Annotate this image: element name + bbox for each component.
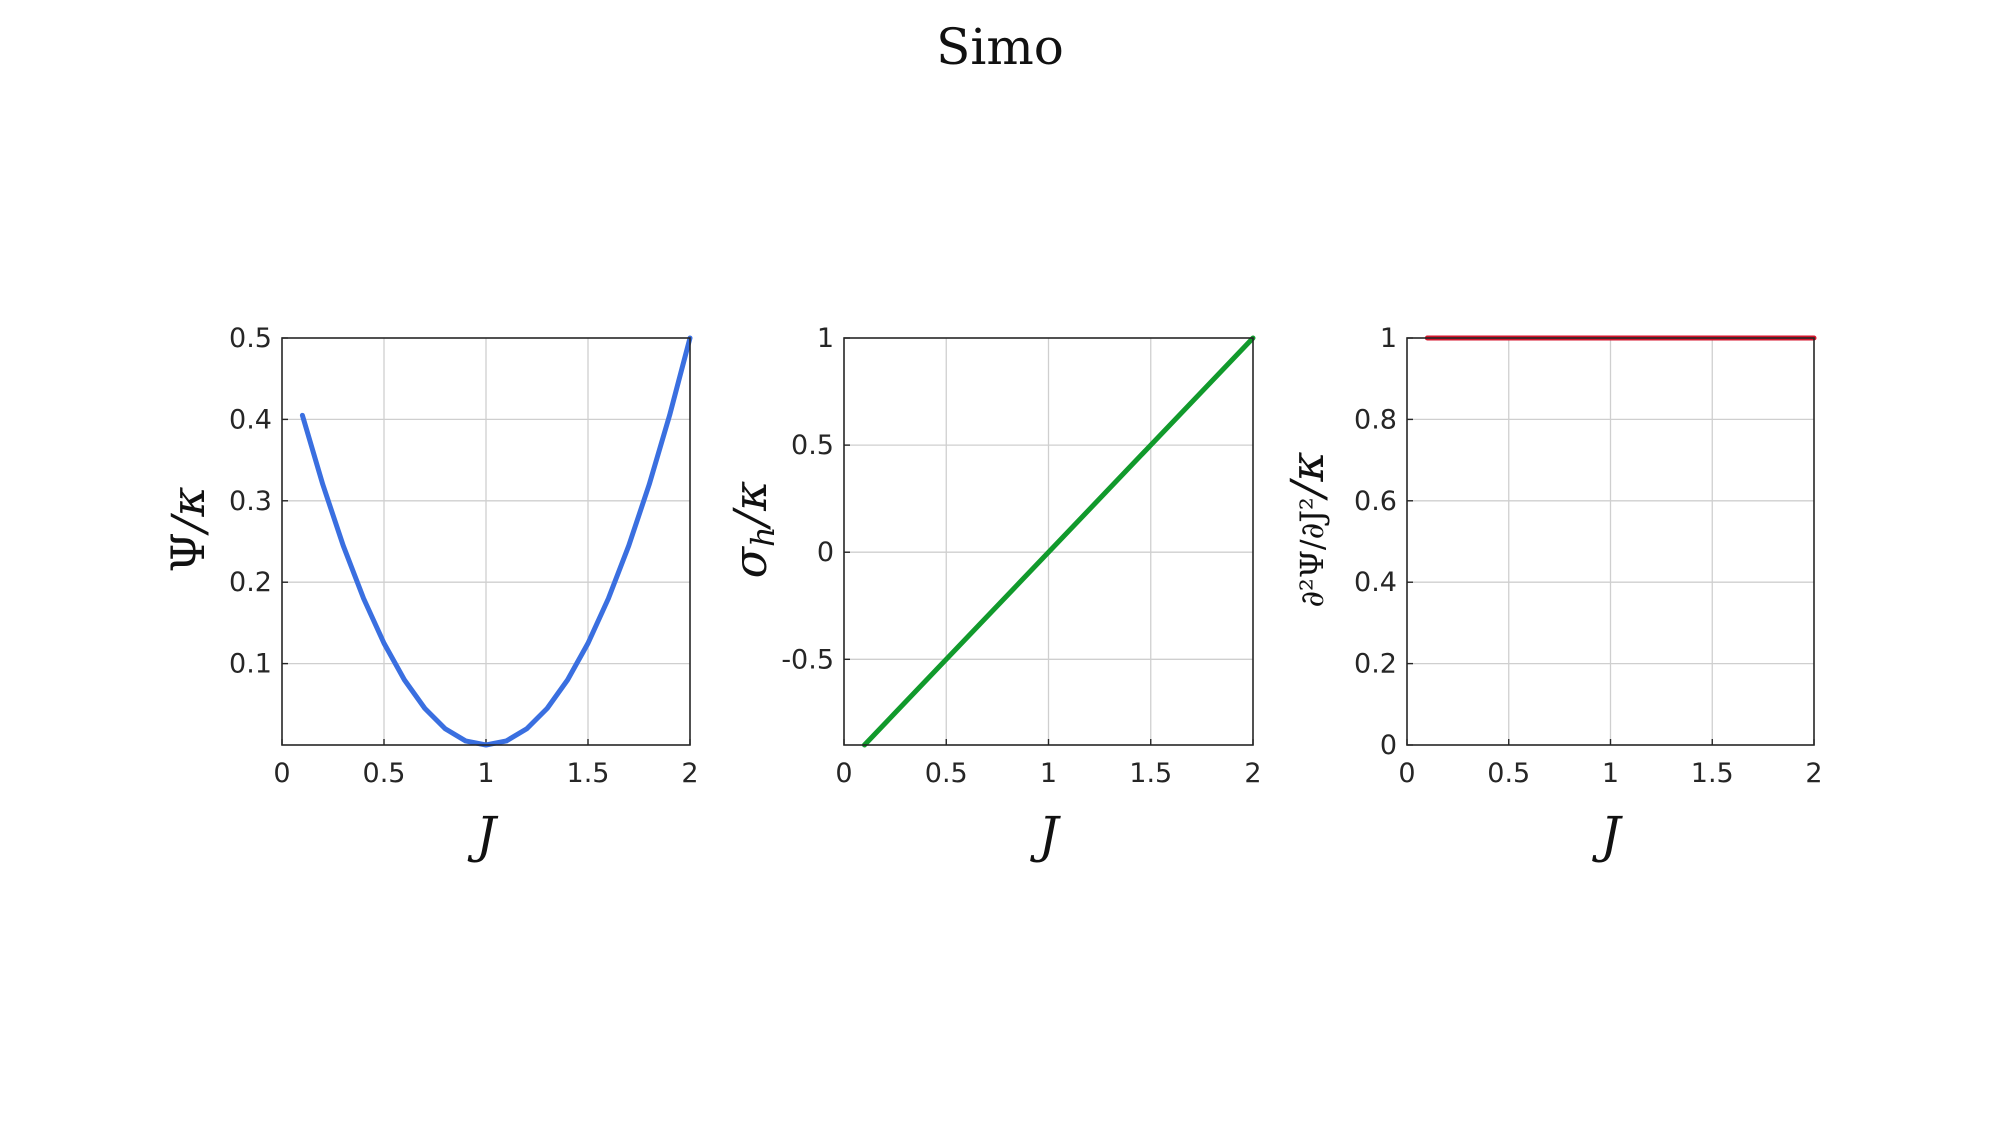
x-axis-label: J — [467, 806, 499, 864]
y-tick-label: 0.2 — [1354, 649, 1397, 680]
y-tick-label: 0.1 — [229, 649, 272, 680]
series-line — [299, 335, 693, 748]
axes-frame — [1406, 337, 1815, 746]
x-tick-label: 0.5 — [1487, 758, 1530, 789]
y-tick-label: 0.4 — [229, 404, 272, 435]
y-tick-label: 0.5 — [791, 430, 834, 461]
y-tick-label: 0.3 — [229, 486, 272, 517]
y-tick-label: 0 — [1380, 730, 1397, 761]
x-tick-label: 2 — [1244, 758, 1261, 789]
x-tick-label: 1.5 — [1691, 758, 1734, 789]
x-tick-label: 1 — [1602, 758, 1619, 789]
axes-frame — [843, 337, 1254, 746]
x-tick-label: 0.5 — [363, 758, 406, 789]
x-axis-label: J — [1029, 806, 1061, 864]
panel-potential: 0 0.5 1 1.5 2 0.1 0.2 0.3 0.4 0.5 J Ψ/κ — [161, 323, 699, 864]
series-line — [861, 335, 1256, 748]
y-tick-label: 0.6 — [1354, 486, 1397, 517]
x-tick-label: 1 — [1040, 758, 1057, 789]
x-tick-label: 0 — [835, 758, 852, 789]
y-tick-label: 0.8 — [1354, 404, 1397, 435]
panel-stress: 0 0.5 1 1.5 2 -0.5 0 0.5 1 Jσh/κ — [723, 323, 1262, 864]
y-axis-label: ∂²Ψ/∂J²/κ — [1280, 451, 1334, 607]
x-tick-label: 1 — [477, 758, 494, 789]
y-axis-label: Ψ/κ — [161, 486, 215, 572]
y-tick-label: 1 — [817, 323, 834, 354]
x-tick-label: 1.5 — [567, 758, 610, 789]
x-axis-label: J — [1591, 806, 1623, 864]
y-tick-label: 0.4 — [1354, 567, 1397, 598]
x-tick-label: 0 — [273, 758, 290, 789]
y-tick-label: -0.5 — [781, 644, 834, 675]
y-axis-label: σh/κ — [723, 481, 782, 579]
figure-title: Simo — [936, 18, 1064, 76]
panel-second-derivative: 0 0.5 1 1.5 2 0 0.2 0.4 0.6 0.8 1 J ∂²Ψ/∂J²/κ — [1280, 323, 1823, 864]
y-tick-label: 0.2 — [229, 567, 272, 598]
y-tick-label: 0 — [817, 537, 834, 568]
y-tick-label: 1 — [1380, 323, 1397, 354]
x-tick-label: 2 — [1805, 758, 1822, 789]
y-tick-label: 0.5 — [229, 323, 272, 354]
x-tick-label: 0 — [1398, 758, 1415, 789]
x-tick-label: 2 — [681, 758, 698, 789]
x-tick-label: 0.5 — [925, 758, 968, 789]
x-tick-label: 1.5 — [1129, 758, 1172, 789]
axes-frame — [281, 337, 691, 746]
